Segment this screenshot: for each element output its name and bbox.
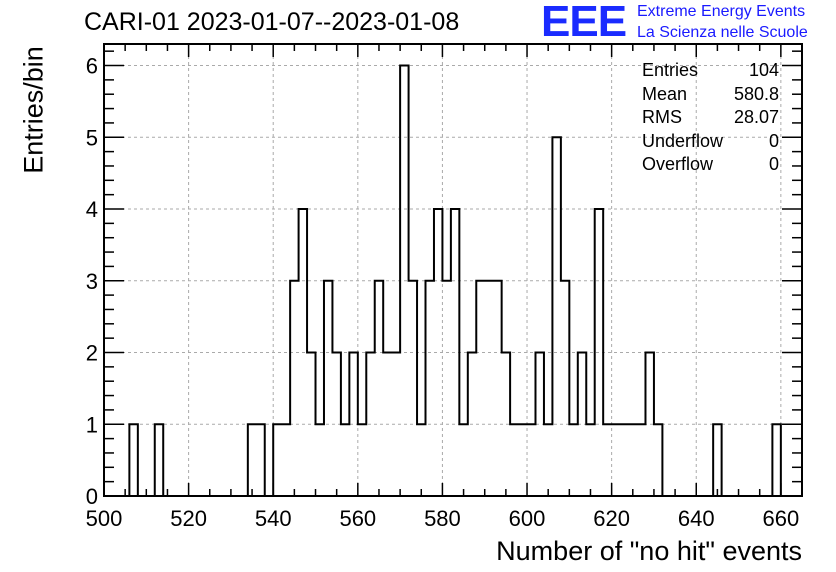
histogram-bin [256, 424, 264, 496]
histogram-bin [290, 281, 298, 496]
histogram-bin [612, 424, 620, 496]
histogram-bin [510, 424, 518, 496]
histogram-bin [561, 281, 569, 496]
logo-text-line1: Extreme Energy Events [637, 3, 806, 20]
x-tick-label: 600 [509, 506, 546, 531]
x-axis-label: Number of "no hit" events [496, 536, 802, 566]
x-tick-label: 640 [678, 506, 715, 531]
histogram-bin [282, 424, 290, 496]
histogram-bin [409, 281, 417, 496]
x-tick-label: 660 [762, 506, 799, 531]
axis-ticks [103, 44, 803, 497]
histogram-bin [442, 281, 450, 496]
stat-entries: Entries 104 [642, 60, 779, 80]
x-tick-label: 500 [86, 506, 123, 531]
histogram-bin [324, 281, 332, 496]
stat-rms: RMS 28.07 [642, 107, 779, 127]
histogram-bin [620, 424, 628, 496]
histogram-bin [772, 424, 780, 496]
eee-logo: EEE [541, 0, 627, 46]
stat-mean: Mean 580.8 [642, 83, 779, 104]
histogram-bin [476, 281, 484, 496]
histogram-bin [654, 424, 662, 496]
histogram-bin [603, 424, 611, 496]
x-tick-label: 520 [170, 506, 207, 531]
histogram-bin [459, 424, 467, 496]
histogram-bin [426, 281, 434, 496]
stats-box: Entries 104 Mean 580.8 RMS 28.07 Underflow 0… [642, 60, 779, 178]
histogram-bin [273, 424, 281, 496]
histogram-bin [375, 281, 383, 496]
y-tick-label: 6 [86, 54, 98, 79]
histogram-bin [155, 424, 163, 496]
histogram-bin [248, 424, 256, 496]
histogram-bin [341, 424, 349, 496]
histogram-bin [129, 424, 137, 496]
stat-overflow: Overflow 0 [642, 154, 779, 174]
histogram-bin [569, 424, 577, 496]
histogram-bin [527, 424, 535, 496]
stat-underflow: Underflow 0 [642, 130, 779, 151]
histogram-bin [552, 137, 560, 496]
histogram-bin [417, 424, 425, 496]
histogram-bin [485, 281, 493, 496]
y-tick-label: 0 [86, 484, 98, 509]
plot-frame [103, 43, 803, 497]
logo-text-line2: La Scienza nelle Scuole [637, 24, 808, 41]
histogram-bin [713, 424, 721, 496]
y-tick-label: 2 [86, 341, 98, 366]
y-tick-label: 5 [86, 125, 98, 150]
histogram-bin [544, 424, 552, 496]
histogram-bin [586, 424, 594, 496]
histogram-bin [358, 424, 366, 496]
histogram-bin [629, 424, 637, 496]
y-tick-label: 1 [86, 412, 98, 437]
x-tick-label: 580 [424, 506, 461, 531]
chart-title: CARI-01 2023-01-07--2023-01-08 [84, 8, 460, 36]
x-tick-label: 560 [339, 506, 376, 531]
x-tick-label: 540 [255, 506, 292, 531]
y-tick-label: 4 [86, 197, 98, 222]
histogram-bin [637, 424, 645, 496]
histogram-bin [519, 424, 527, 496]
y-tick-label: 3 [86, 269, 98, 294]
tick-labels: 500 520 540 560 580 600 620 640 660 0 1 2 3 4 5 6 [86, 54, 800, 531]
histogram-bin [316, 424, 324, 496]
x-tick-label: 620 [593, 506, 630, 531]
histogram-outline [104, 64, 802, 497]
histogram-bin [493, 281, 501, 496]
